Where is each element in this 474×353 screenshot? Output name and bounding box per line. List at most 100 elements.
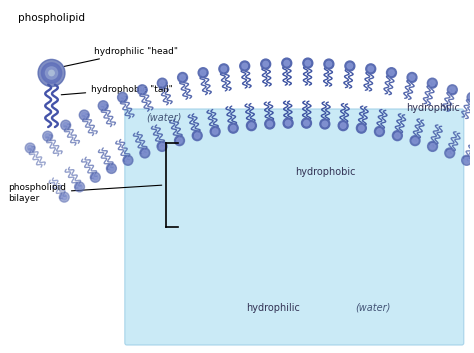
Circle shape — [447, 85, 457, 95]
Circle shape — [469, 95, 474, 100]
Circle shape — [410, 136, 420, 145]
Circle shape — [261, 59, 271, 69]
Circle shape — [347, 63, 353, 69]
Circle shape — [177, 138, 182, 143]
Circle shape — [59, 192, 69, 202]
Circle shape — [77, 184, 82, 190]
Circle shape — [324, 59, 334, 69]
Circle shape — [326, 61, 332, 67]
Circle shape — [25, 143, 35, 153]
Text: hydrophilic "head": hydrophilic "head" — [64, 47, 178, 66]
Text: hydrophilic: hydrophilic — [406, 103, 460, 113]
Circle shape — [142, 150, 147, 156]
Circle shape — [120, 95, 125, 100]
Circle shape — [338, 121, 348, 131]
Circle shape — [462, 155, 472, 165]
Circle shape — [304, 120, 309, 126]
Circle shape — [194, 133, 200, 138]
Text: hydrophilic: hydrophilic — [246, 303, 300, 313]
Circle shape — [240, 61, 250, 71]
Circle shape — [242, 63, 247, 69]
Circle shape — [49, 70, 54, 76]
Circle shape — [212, 129, 218, 134]
Circle shape — [282, 58, 292, 68]
Circle shape — [368, 66, 374, 72]
Circle shape — [301, 118, 311, 128]
Circle shape — [160, 80, 165, 86]
Circle shape — [100, 103, 106, 108]
Circle shape — [303, 58, 313, 68]
Circle shape — [395, 133, 400, 138]
Text: hydrophobic "tail": hydrophobic "tail" — [61, 84, 173, 95]
Circle shape — [62, 195, 67, 200]
Circle shape — [180, 75, 185, 80]
Circle shape — [445, 148, 455, 158]
Circle shape — [412, 138, 418, 143]
Circle shape — [109, 166, 114, 171]
Text: (water): (water) — [146, 113, 182, 123]
Circle shape — [137, 85, 147, 95]
Circle shape — [192, 131, 202, 140]
Circle shape — [92, 174, 98, 180]
Circle shape — [79, 110, 89, 120]
Circle shape — [123, 155, 133, 165]
Circle shape — [221, 66, 227, 72]
Circle shape — [447, 150, 453, 156]
Circle shape — [305, 60, 310, 66]
Text: hydrophobic: hydrophobic — [295, 167, 356, 177]
Circle shape — [45, 133, 50, 139]
Circle shape — [91, 172, 100, 182]
Circle shape — [263, 61, 268, 67]
Circle shape — [285, 120, 291, 126]
Circle shape — [366, 64, 376, 74]
Circle shape — [159, 144, 165, 149]
Circle shape — [430, 144, 435, 149]
Circle shape — [284, 60, 290, 66]
Text: phospholipid
bilayer: phospholipid bilayer — [8, 183, 162, 203]
Circle shape — [98, 101, 108, 111]
Circle shape — [157, 78, 167, 88]
Circle shape — [210, 126, 220, 137]
FancyBboxPatch shape — [125, 109, 464, 345]
Circle shape — [107, 163, 117, 173]
Circle shape — [43, 131, 53, 141]
Circle shape — [267, 121, 273, 127]
Circle shape — [359, 125, 364, 131]
Circle shape — [356, 123, 366, 133]
Text: (water): (water) — [355, 303, 390, 313]
Circle shape — [157, 142, 167, 151]
Circle shape — [198, 68, 208, 78]
Circle shape — [118, 92, 128, 102]
Circle shape — [429, 80, 435, 86]
Circle shape — [409, 75, 415, 80]
Circle shape — [320, 119, 330, 129]
Circle shape — [63, 122, 68, 128]
Circle shape — [61, 120, 71, 130]
Circle shape — [178, 72, 188, 83]
Circle shape — [41, 63, 62, 83]
Circle shape — [392, 131, 402, 140]
Circle shape — [140, 148, 150, 158]
Circle shape — [219, 64, 229, 74]
Circle shape — [82, 112, 87, 118]
Circle shape — [283, 118, 293, 128]
Circle shape — [377, 129, 382, 134]
Circle shape — [174, 136, 184, 145]
Text: phospholipid: phospholipid — [18, 13, 85, 23]
Circle shape — [265, 119, 275, 129]
Circle shape — [345, 61, 355, 71]
Circle shape — [228, 123, 238, 133]
Circle shape — [201, 70, 206, 76]
Circle shape — [428, 142, 438, 151]
Circle shape — [249, 123, 254, 128]
Circle shape — [74, 182, 84, 192]
Circle shape — [125, 157, 131, 163]
Circle shape — [322, 121, 328, 127]
Circle shape — [38, 59, 65, 86]
Circle shape — [450, 87, 455, 92]
Circle shape — [467, 92, 474, 102]
Circle shape — [46, 67, 58, 79]
Circle shape — [230, 125, 236, 131]
Circle shape — [389, 70, 394, 76]
Circle shape — [27, 145, 33, 151]
